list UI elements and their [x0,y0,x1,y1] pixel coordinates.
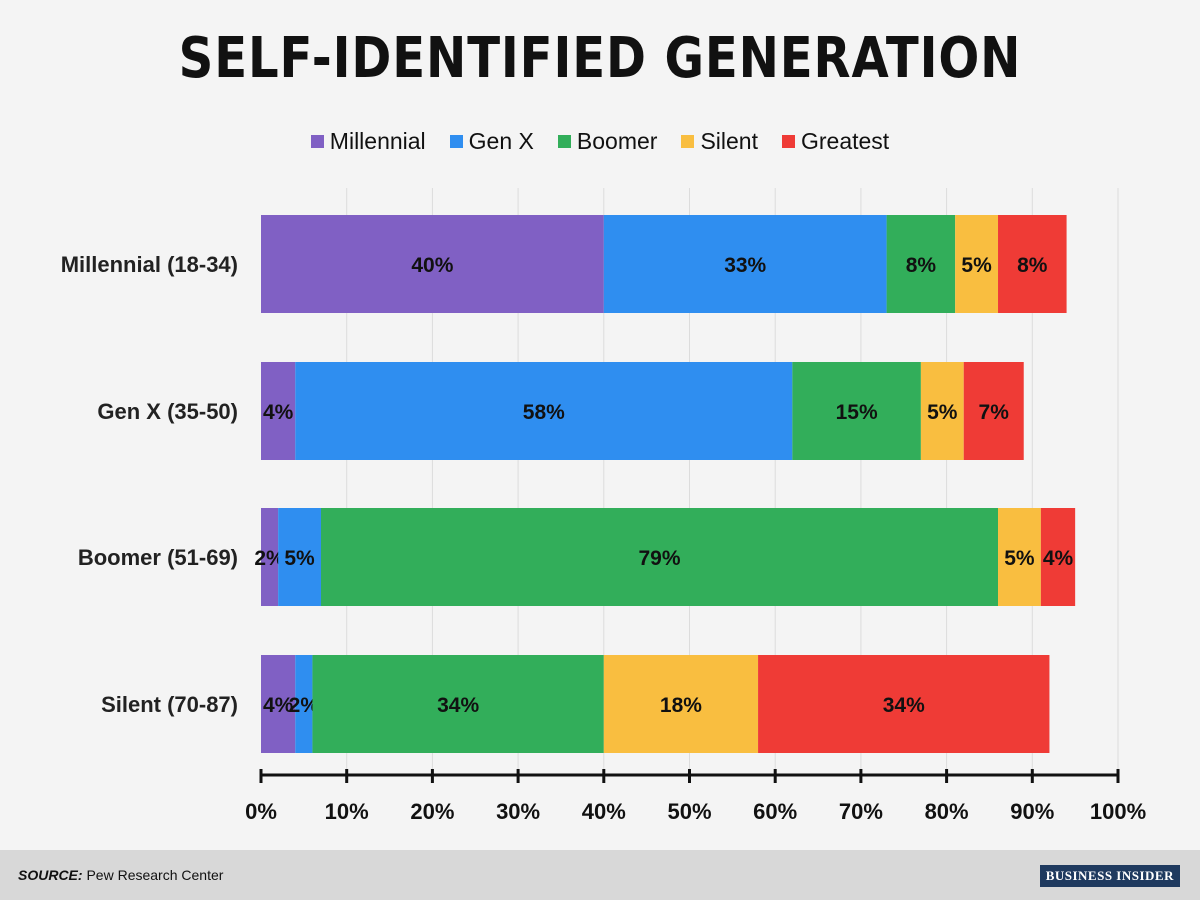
data-label: 15% [836,401,878,424]
bar-segment [312,655,604,753]
x-tick-label: 20% [410,799,454,824]
bar-segment [758,655,1050,753]
x-tick-label: 100% [1090,799,1146,824]
data-label: 34% [883,694,925,717]
category-label: Boomer (51-69) [78,545,238,570]
x-tick-label: 90% [1010,799,1054,824]
source-text: Pew Research Center [86,867,224,883]
legend-swatch-millennial [310,135,324,148]
bar-segment [603,215,887,313]
data-label: 2% [254,547,285,570]
category-label: Gen X (35-50) [97,399,238,424]
footer: SOURCE: Pew Research Center BUSINESS INS… [0,850,1200,900]
legend-item-millennial: Millennial [310,128,426,155]
legend-item-gen-x: Gen X [449,128,534,155]
bar-segment [792,362,921,460]
legend-swatch-gen-x [449,135,463,148]
bar-segment [278,508,321,606]
legend: Millennial Gen X Boomer Silent Greatest [0,128,1200,155]
bar-segment [1040,508,1076,606]
bar-segment [603,655,759,753]
legend-label-greatest: Greatest [800,128,890,154]
data-label: 33% [724,254,766,277]
source-credit: SOURCE: Pew Research Center [18,867,223,883]
data-label: 40% [411,254,453,277]
business-insider-logo: BUSINESS INSIDER [1039,865,1180,887]
data-label: 5% [961,254,992,277]
legend-swatch-boomer [557,135,571,148]
bar-segment [963,362,1024,460]
data-label: 2% [289,694,320,717]
bar-segment [998,215,1067,313]
legend-swatch-silent [681,135,695,148]
bar-segment [261,508,279,606]
bar-segment [295,362,793,460]
source-label: SOURCE: [18,867,83,883]
data-label: 4% [263,401,294,424]
legend-swatch-greatest [781,135,795,148]
chart-title: SELF-IDENTIFIED GENERATION [178,26,1022,91]
data-label: 4% [263,694,294,717]
x-tick-label: 70% [839,799,883,824]
category-label: Silent (70-87) [101,692,238,717]
bar-segment [261,362,296,460]
data-label: 34% [437,694,479,717]
chart-plot: Millennial (18-34) 40% 33% 8% 5% 8% Gen X (35-… [61,188,1146,824]
legend-label-millennial: Millennial [329,128,426,154]
bar-segment [920,362,964,460]
bar-segment [261,215,604,313]
data-label: 7% [979,401,1010,424]
data-label: 4% [1043,547,1074,570]
x-tick-label: 30% [496,799,540,824]
bar-segment [886,215,956,313]
data-label: 8% [1017,254,1048,277]
category-label: Millennial (18-34) [61,252,238,277]
bar-segment [955,215,999,313]
x-tick-label: 60% [753,799,797,824]
legend-item-greatest: Greatest [781,128,890,155]
x-tick-label: 0% [245,799,277,824]
legend-item-boomer: Boomer [557,128,658,155]
x-tick-label: 80% [925,799,969,824]
bar-segment [261,655,296,753]
data-label: 8% [906,254,937,277]
x-tick-label: 40% [582,799,626,824]
legend-item-silent: Silent [681,128,758,155]
legend-label-silent: Silent [700,128,758,154]
data-label: 5% [284,547,315,570]
bar-segment [320,508,999,606]
x-tick-label: 10% [325,799,369,824]
bar-segment [998,508,1041,606]
legend-label-boomer: Boomer [576,128,658,154]
data-label: 5% [927,401,958,424]
legend-label-gen-x: Gen X [468,128,534,154]
data-label: 79% [638,547,680,570]
bar-segment [295,655,313,753]
data-label: 5% [1004,547,1035,570]
x-tick-label: 50% [667,799,711,824]
data-label: 18% [660,694,702,717]
data-label: 58% [523,401,565,424]
